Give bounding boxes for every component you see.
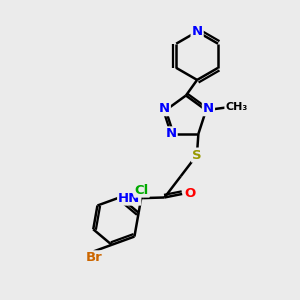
Text: N: N	[159, 102, 170, 115]
Text: N: N	[191, 25, 203, 38]
Text: CH₃: CH₃	[225, 102, 248, 112]
Text: Cl: Cl	[135, 184, 149, 196]
Text: O: O	[185, 188, 196, 200]
Text: N: N	[203, 102, 214, 115]
Text: S: S	[192, 148, 202, 162]
Text: N: N	[166, 128, 177, 140]
Text: Br: Br	[85, 251, 102, 264]
Text: HN: HN	[118, 192, 140, 205]
